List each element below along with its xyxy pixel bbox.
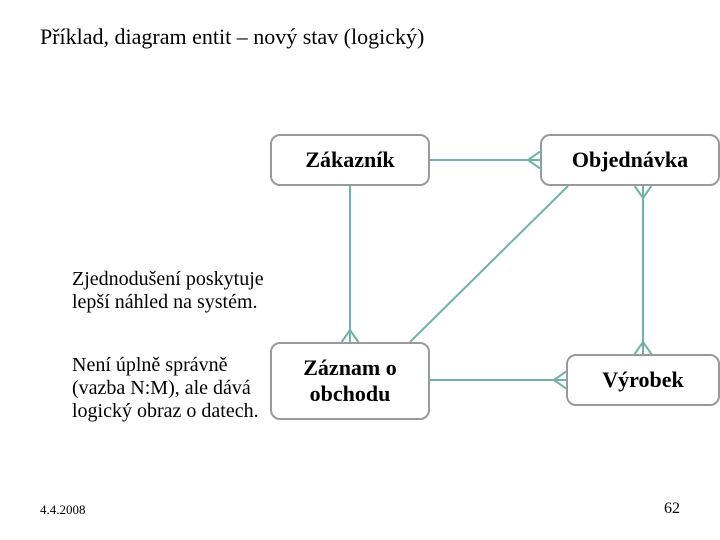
slide-title: Příklad, diagram entit – nový stav (logi… [40, 24, 424, 50]
slide: Příklad, diagram entit – nový stav (logi… [0, 0, 720, 540]
paragraph-simplification: Zjednodušení poskytuje lepší náhled na s… [72, 268, 282, 314]
footer-date: 4.4.2008 [40, 502, 86, 518]
entity-zaznam: Záznam o obchodu [270, 342, 430, 420]
paragraph-note: Není úplně správně (vazba N:M), ale dává… [72, 354, 282, 423]
entity-vyrobek: Výrobek [566, 354, 720, 406]
footer-page-number: 62 [664, 500, 680, 518]
entity-objednavka: Objednávka [540, 134, 720, 186]
entity-zakaznik: Zákazník [270, 134, 430, 186]
er-diagram: Zákazník Objednávka Záznam o obchodu Výrobe… [270, 120, 720, 460]
